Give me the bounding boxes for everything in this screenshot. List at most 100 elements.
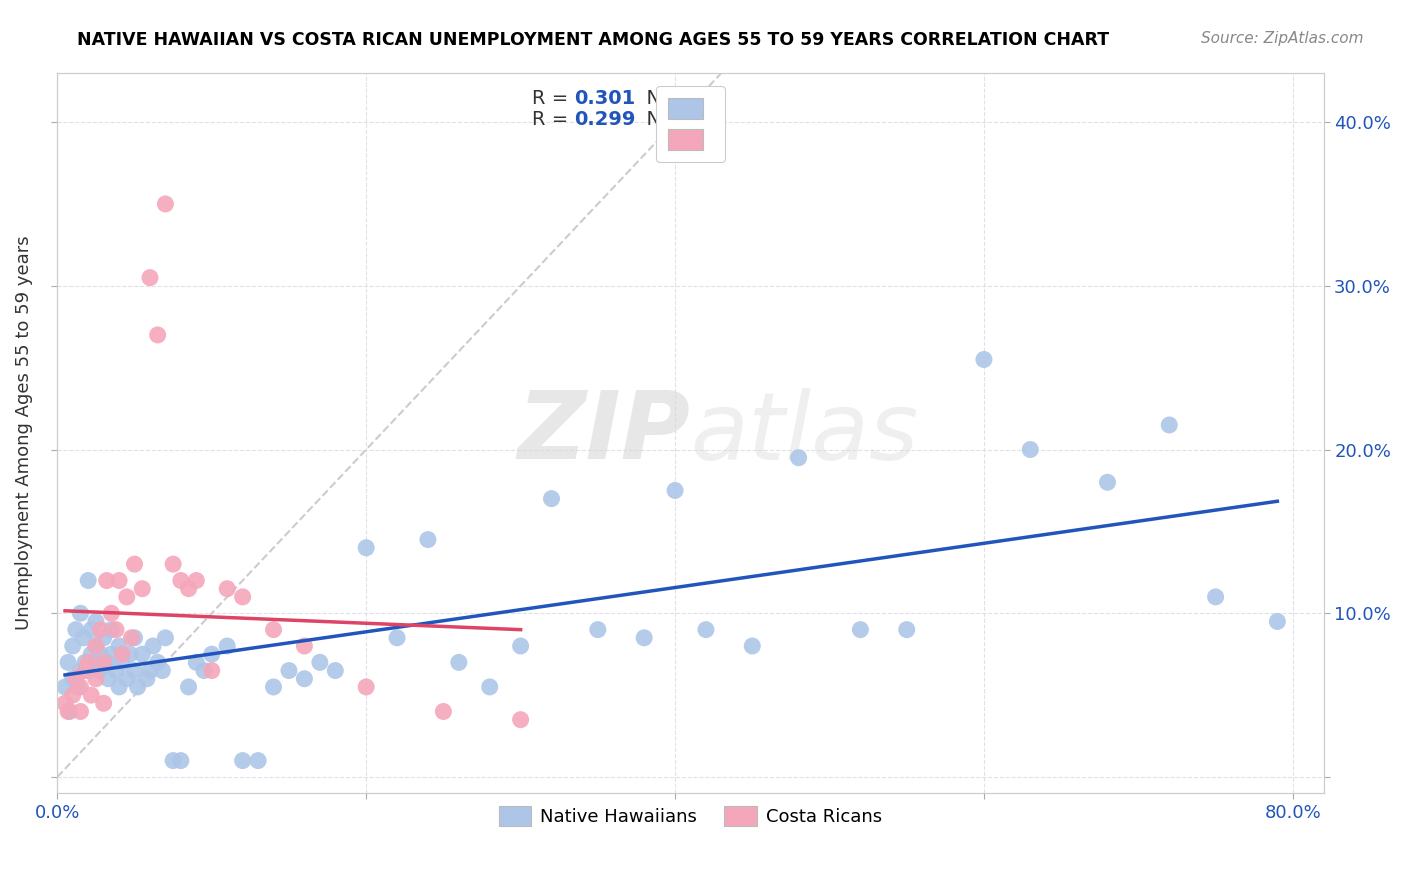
Point bbox=[108, 639, 131, 653]
Point bbox=[177, 680, 200, 694]
Point bbox=[75, 664, 97, 678]
Point bbox=[131, 582, 153, 596]
Point bbox=[93, 631, 115, 645]
Text: 75: 75 bbox=[685, 88, 711, 108]
Text: 0.301: 0.301 bbox=[574, 88, 636, 108]
Point bbox=[84, 639, 107, 653]
Point bbox=[56, 656, 79, 670]
Point bbox=[155, 631, 177, 645]
Point bbox=[66, 680, 89, 694]
Point bbox=[97, 672, 120, 686]
Point bbox=[1205, 590, 1227, 604]
Point bbox=[146, 327, 169, 342]
Text: R =: R = bbox=[533, 88, 575, 108]
Text: ZIP: ZIP bbox=[517, 387, 690, 479]
Point bbox=[540, 491, 562, 506]
Point bbox=[65, 623, 87, 637]
Point bbox=[170, 574, 193, 588]
Point bbox=[80, 623, 103, 637]
Point bbox=[896, 623, 918, 637]
Point bbox=[120, 631, 142, 645]
Point bbox=[177, 582, 200, 596]
Point bbox=[62, 672, 84, 686]
Point bbox=[108, 680, 131, 694]
Point bbox=[77, 664, 100, 678]
Y-axis label: Unemployment Among Ages 55 to 59 years: Unemployment Among Ages 55 to 59 years bbox=[15, 235, 32, 631]
Point bbox=[232, 590, 254, 604]
Point bbox=[354, 541, 377, 555]
Point bbox=[90, 623, 112, 637]
Point bbox=[186, 656, 208, 670]
Point bbox=[294, 639, 316, 653]
Text: R =: R = bbox=[533, 111, 575, 129]
Point bbox=[124, 631, 146, 645]
Point bbox=[217, 639, 239, 653]
Point bbox=[104, 623, 127, 637]
Point bbox=[53, 696, 76, 710]
Point bbox=[131, 647, 153, 661]
Point bbox=[385, 631, 408, 645]
Text: N =: N = bbox=[634, 88, 689, 108]
Point bbox=[96, 574, 118, 588]
Point bbox=[115, 590, 138, 604]
Point bbox=[104, 664, 127, 678]
Point bbox=[69, 664, 91, 678]
Point bbox=[84, 639, 107, 653]
Point bbox=[75, 656, 97, 670]
Point bbox=[87, 664, 110, 678]
Point bbox=[162, 557, 184, 571]
Point bbox=[1019, 442, 1042, 457]
Point bbox=[432, 705, 454, 719]
Point bbox=[53, 680, 76, 694]
Point bbox=[127, 680, 149, 694]
Point bbox=[633, 631, 655, 645]
Point bbox=[124, 557, 146, 571]
Point bbox=[69, 705, 91, 719]
Point bbox=[447, 656, 470, 670]
Point bbox=[217, 582, 239, 596]
Point bbox=[100, 623, 122, 637]
Point bbox=[478, 680, 501, 694]
Point bbox=[100, 647, 122, 661]
Point bbox=[69, 607, 91, 621]
Point bbox=[509, 713, 531, 727]
Point bbox=[108, 574, 131, 588]
Text: Source: ZipAtlas.com: Source: ZipAtlas.com bbox=[1201, 31, 1364, 46]
Point bbox=[1159, 417, 1181, 432]
Point bbox=[65, 672, 87, 686]
Point bbox=[193, 664, 215, 678]
Point bbox=[118, 647, 141, 661]
Point bbox=[232, 754, 254, 768]
Point bbox=[84, 615, 107, 629]
Point bbox=[77, 574, 100, 588]
Point bbox=[139, 664, 162, 678]
Point bbox=[354, 680, 377, 694]
Point bbox=[96, 656, 118, 670]
Point bbox=[77, 656, 100, 670]
Point bbox=[1097, 475, 1119, 490]
Point bbox=[139, 270, 162, 285]
Text: N =: N = bbox=[634, 111, 689, 129]
Point bbox=[93, 656, 115, 670]
Point bbox=[124, 664, 146, 678]
Point bbox=[100, 607, 122, 621]
Point bbox=[509, 639, 531, 653]
Point bbox=[263, 680, 285, 694]
Point bbox=[741, 639, 763, 653]
Point bbox=[1267, 615, 1289, 629]
Text: atlas: atlas bbox=[690, 388, 918, 479]
Point bbox=[849, 623, 872, 637]
Legend: Native Hawaiians, Costa Ricans: Native Hawaiians, Costa Ricans bbox=[489, 797, 891, 835]
Text: 38: 38 bbox=[685, 111, 711, 129]
Point bbox=[263, 623, 285, 637]
Point bbox=[186, 574, 208, 588]
Point bbox=[201, 647, 224, 661]
Point bbox=[155, 197, 177, 211]
Point bbox=[90, 647, 112, 661]
Point bbox=[162, 754, 184, 768]
Point bbox=[294, 672, 316, 686]
Point bbox=[664, 483, 686, 498]
Point bbox=[142, 639, 165, 653]
Point bbox=[170, 754, 193, 768]
Point bbox=[69, 680, 91, 694]
